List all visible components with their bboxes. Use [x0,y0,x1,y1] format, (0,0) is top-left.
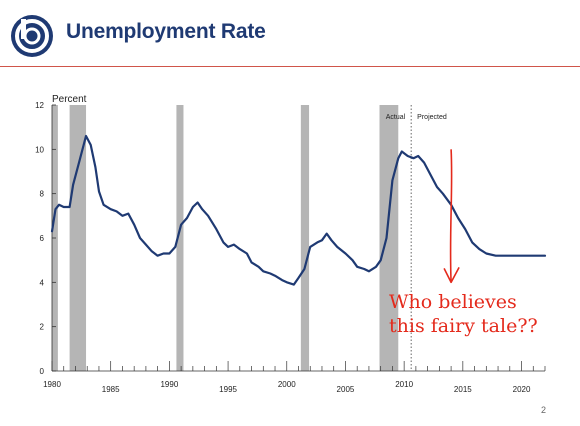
x-tick-label: 1995 [219,385,237,394]
y-tick-label: 4 [40,278,45,287]
annotation-text: Who believes this fairy tale?? [389,290,538,338]
x-tick-label: 1980 [43,380,61,389]
y-tick-label: 6 [40,234,45,243]
page-title: Unemployment Rate [66,20,266,43]
unemployment-series-line [50,134,547,286]
annotation-line-1: Who believes [389,291,517,313]
y-tick-label: 8 [40,190,45,199]
y-tick-label: 10 [35,145,44,154]
x-tick-label: 2020 [513,385,531,394]
page-number: 2 [541,405,547,415]
header-rule [0,66,580,67]
annotation-arrow-head [443,266,460,284]
y-tick-label: 2 [40,323,45,332]
x-tick-label: 2005 [337,385,355,394]
x-tick-label: 2010 [395,380,413,389]
annotation-line-2: this fairy tale?? [389,315,538,337]
recession-band-4 [300,105,310,371]
recession-band-2 [69,105,87,371]
y-tick-label: 0 [40,367,45,376]
y-tick-label: 12 [35,101,44,110]
actual-label: Actual [386,114,406,121]
x-tick-label: 2015 [454,385,472,394]
recession-band-5 [379,105,399,371]
y-axis-label: Percent [52,94,87,105]
projected-label: Projected [417,114,447,121]
annotation-arrow-shaft [449,149,453,283]
x-tick-label: 1990 [160,380,178,389]
circular-b-logo-icon [11,15,53,57]
x-tick-label: 1985 [102,385,120,394]
x-tick-label: 2000 [278,380,296,389]
recession-band-3 [176,105,184,371]
